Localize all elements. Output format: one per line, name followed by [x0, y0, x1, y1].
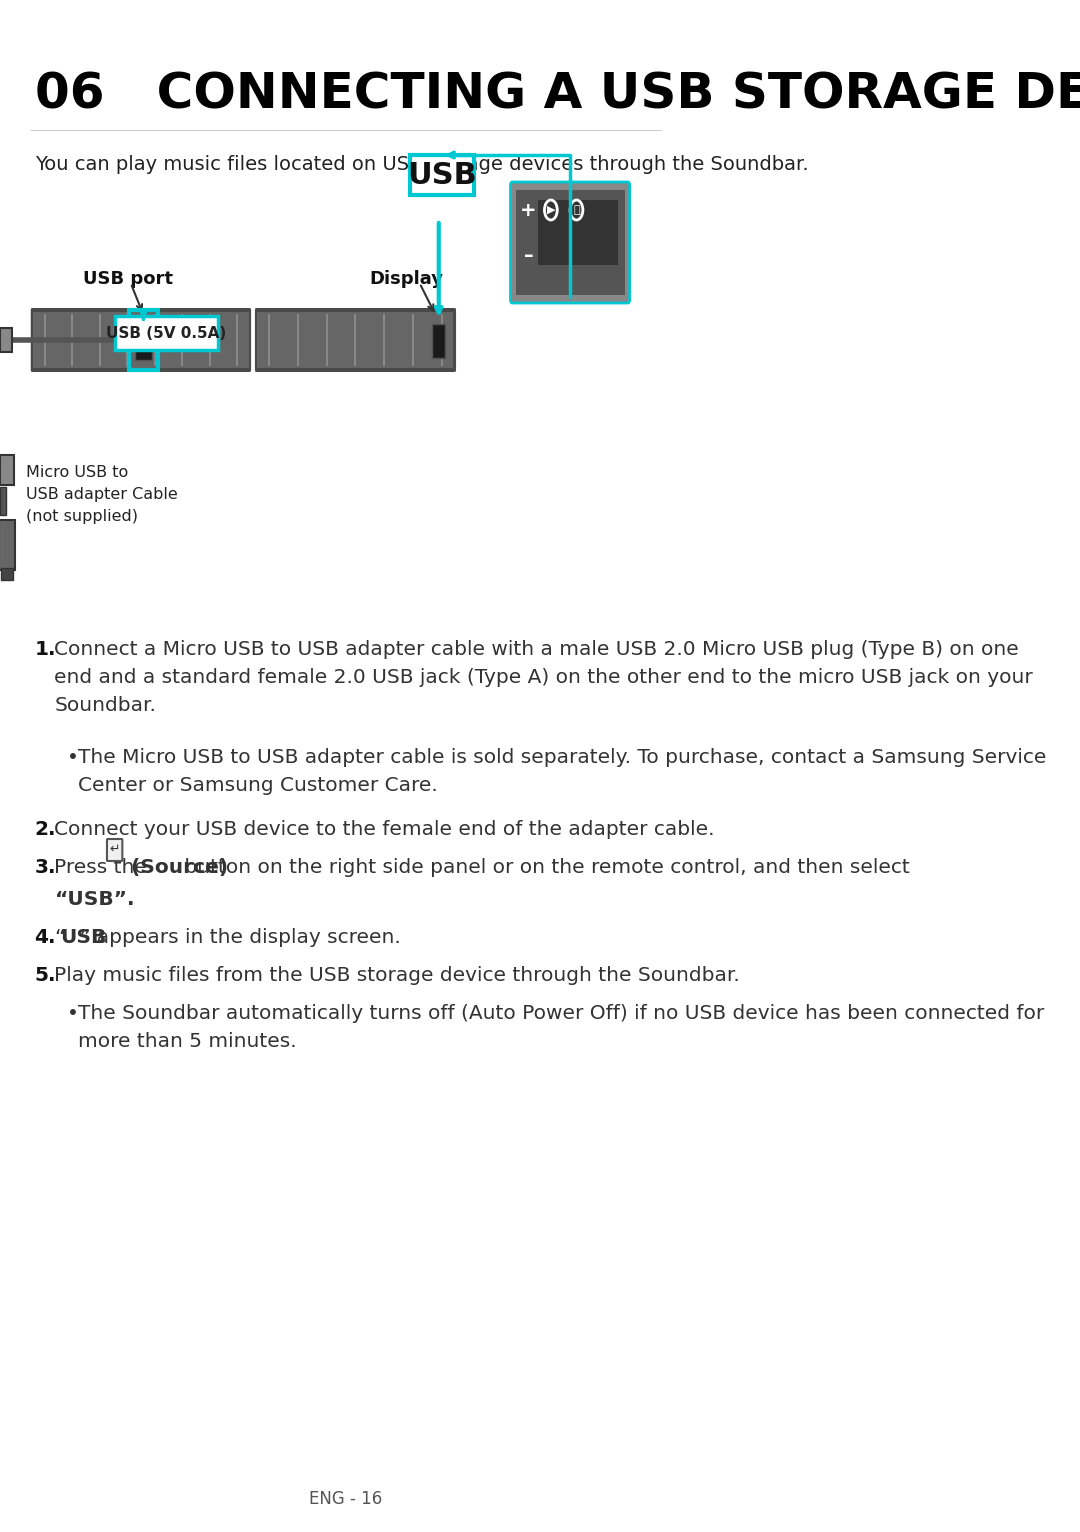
FancyBboxPatch shape — [116, 316, 218, 349]
Text: USB: USB — [60, 928, 107, 947]
Bar — [33, 313, 248, 368]
Text: ▶: ▶ — [546, 205, 555, 214]
Text: USB: USB — [407, 161, 477, 190]
Bar — [432, 323, 445, 358]
Text: +: + — [521, 201, 537, 219]
Bar — [1, 568, 13, 581]
Text: 3.: 3. — [35, 858, 56, 876]
Text: Press the: Press the — [54, 858, 153, 876]
Bar — [0, 455, 14, 486]
Text: USB port: USB port — [83, 270, 173, 288]
Text: •: • — [67, 748, 79, 768]
Text: Micro USB to
USB adapter Cable
(not supplied): Micro USB to USB adapter Cable (not supp… — [26, 466, 177, 524]
Text: ENG - 16: ENG - 16 — [309, 1491, 382, 1507]
FancyBboxPatch shape — [511, 182, 630, 303]
Bar — [515, 190, 624, 296]
Text: (Source): (Source) — [123, 858, 228, 876]
Text: ↵: ↵ — [109, 843, 120, 855]
Text: Connect a Micro USB to USB adapter cable with a male USB 2.0 Micro USB plug (Typ: Connect a Micro USB to USB adapter cable… — [54, 640, 1034, 715]
Text: The Micro USB to USB adapter cable is sold separately. To purchase, contact a Sa: The Micro USB to USB adapter cable is so… — [78, 748, 1047, 795]
Text: –: – — [524, 245, 534, 265]
Text: “: “ — [54, 928, 65, 947]
FancyBboxPatch shape — [107, 840, 122, 861]
FancyBboxPatch shape — [30, 308, 251, 372]
Bar — [257, 313, 454, 368]
Bar — [538, 201, 618, 265]
Text: •: • — [67, 1003, 79, 1023]
Text: You can play music files located on USB storage devices through the Soundbar.: You can play music files located on USB … — [35, 155, 808, 175]
Text: 2.: 2. — [35, 820, 56, 840]
Bar — [0, 487, 6, 515]
Bar — [0, 328, 12, 352]
Text: Display: Display — [369, 270, 444, 288]
Text: Play music files from the USB storage device through the Soundbar.: Play music files from the USB storage de… — [54, 967, 740, 985]
Text: 06   CONNECTING A USB STORAGE DEVICE: 06 CONNECTING A USB STORAGE DEVICE — [35, 70, 1080, 118]
FancyBboxPatch shape — [255, 308, 456, 372]
Text: Connect your USB device to the female end of the adapter cable.: Connect your USB device to the female en… — [54, 820, 715, 840]
Text: The Soundbar automatically turns off (Auto Power Off) if no USB device has been : The Soundbar automatically turns off (Au… — [78, 1003, 1044, 1051]
Text: “USB”.: “USB”. — [54, 890, 135, 908]
Text: ⏻: ⏻ — [573, 205, 580, 214]
Text: 5.: 5. — [35, 967, 56, 985]
Text: USB (5V 0.5A): USB (5V 0.5A) — [107, 325, 227, 340]
Bar — [0, 519, 15, 570]
Text: ” appears in the display screen.: ” appears in the display screen. — [80, 928, 401, 947]
Text: button on the right side panel or on the remote control, and then select: button on the right side panel or on the… — [178, 858, 909, 876]
Bar — [135, 320, 152, 360]
Text: 1.: 1. — [35, 640, 56, 659]
Text: 4.: 4. — [35, 928, 56, 947]
FancyBboxPatch shape — [410, 155, 474, 195]
